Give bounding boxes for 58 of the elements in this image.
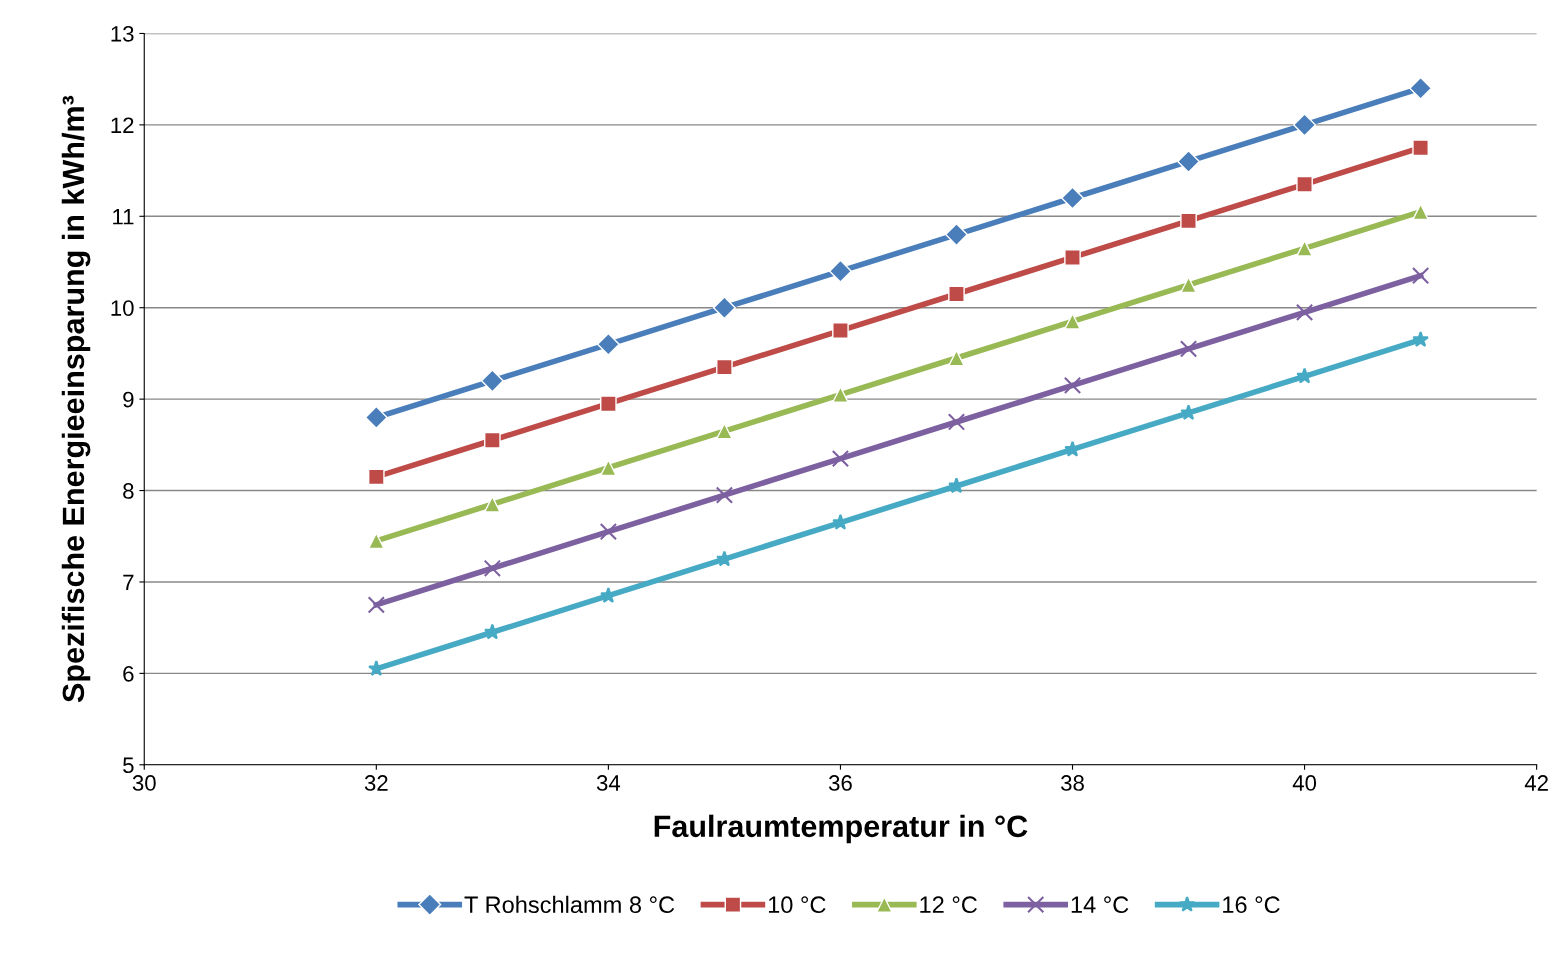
point — [1412, 139, 1429, 157]
legend-label: 16 °C — [1223, 896, 1280, 914]
point — [828, 259, 852, 283]
y-tick-label: 13 — [111, 25, 134, 42]
point — [484, 431, 501, 449]
point — [948, 285, 965, 303]
point — [483, 559, 502, 577]
point — [832, 322, 849, 339]
point — [712, 296, 736, 320]
point — [716, 358, 733, 376]
point — [596, 332, 620, 356]
point — [947, 413, 966, 431]
legend-label: T Rohschlamm 8 °C — [464, 895, 675, 914]
point — [1179, 340, 1198, 358]
point — [600, 395, 617, 413]
point — [832, 386, 849, 403]
y-tick-label: 6 — [123, 665, 134, 682]
point — [1180, 212, 1197, 230]
point — [1063, 376, 1082, 395]
x-tick-label: 38 — [1061, 775, 1084, 791]
x-tick-label: 36 — [828, 775, 852, 791]
x-tick-label: 42 — [1524, 775, 1548, 791]
point — [480, 369, 504, 393]
point — [944, 223, 968, 247]
y-tick-label: 7 — [123, 574, 134, 591]
point — [600, 459, 617, 477]
point — [364, 405, 388, 429]
y-tick-label: 10 — [111, 300, 134, 316]
point — [715, 486, 734, 504]
point — [599, 523, 618, 541]
x-tick-label: 30 — [132, 775, 156, 791]
y-tick-label: 11 — [113, 209, 134, 225]
point — [1412, 331, 1429, 347]
x-tick-label: 34 — [596, 775, 621, 791]
point — [367, 596, 385, 614]
y-tick-label: 8 — [123, 483, 134, 499]
point — [1411, 267, 1430, 285]
y-tick-label: 12 — [111, 117, 134, 133]
x-axis-title: Faulraumtemperatur in °C — [654, 814, 1028, 844]
y-tick-label: 5 — [123, 757, 134, 774]
point — [831, 449, 850, 468]
point — [1061, 186, 1085, 210]
legend-label: 10 °C — [768, 896, 826, 914]
x-tick-label: 32 — [364, 775, 388, 791]
point — [1177, 149, 1201, 173]
point — [1409, 76, 1433, 100]
y-axis-title: Spezifische Energieeinsparung in kWh/m³ — [61, 95, 91, 703]
point — [1412, 203, 1429, 221]
point — [1064, 313, 1081, 330]
legend-label: 12 °C — [920, 896, 977, 914]
point — [1296, 175, 1313, 193]
point — [367, 468, 385, 486]
legend-label: 14 °C — [1071, 896, 1129, 914]
y-tick-label: 9 — [123, 391, 134, 408]
point — [1293, 113, 1317, 137]
x-tick-label: 40 — [1292, 775, 1317, 791]
point — [1295, 303, 1314, 321]
point — [1064, 249, 1081, 266]
